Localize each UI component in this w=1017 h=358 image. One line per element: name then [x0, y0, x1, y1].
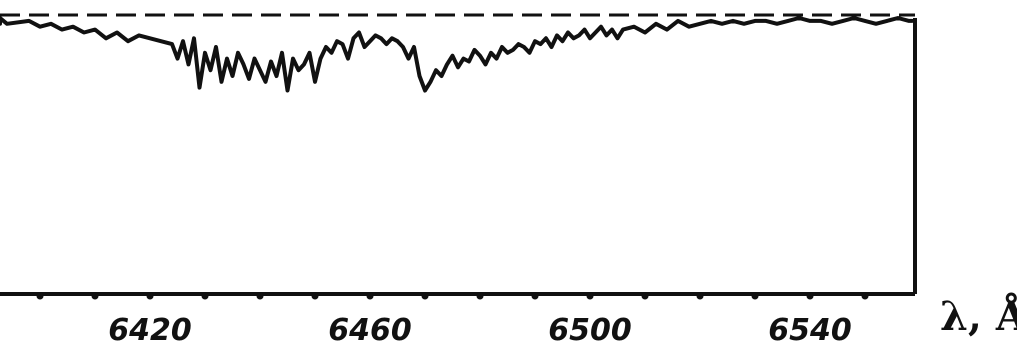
- x-tick-mark: [476, 292, 484, 300]
- x-tick-mark: [641, 292, 649, 300]
- spectrum-line: [0, 16, 914, 93]
- x-tick-mark: [861, 292, 869, 300]
- minor-ticks: [36, 292, 869, 300]
- x-tick-label: 6460: [328, 313, 412, 348]
- x-tick-mark: [311, 292, 319, 300]
- x-tick-mark: [586, 292, 594, 300]
- x-tick-mark: [751, 292, 759, 300]
- x-tick-mark: [531, 292, 539, 300]
- x-axis-label: λ, Å: [940, 293, 1017, 340]
- x-tick-mark: [256, 292, 264, 300]
- x-tick-mark: [36, 292, 44, 300]
- x-tick-mark: [91, 292, 99, 300]
- plot-frame: [0, 13, 917, 296]
- x-tick-mark: [201, 292, 209, 300]
- x-tick-mark: [696, 292, 704, 300]
- x-tick-label: 6500: [548, 313, 632, 348]
- x-tick-mark: [806, 292, 814, 300]
- x-tick-mark: [421, 292, 429, 300]
- x-tick-label: 6420: [108, 313, 192, 348]
- x-tick-labels: 6420 6460 6500 6540: [108, 313, 852, 348]
- x-tick-label: 6540: [768, 313, 852, 348]
- x-tick-mark: [146, 292, 154, 300]
- x-tick-mark: [366, 292, 374, 300]
